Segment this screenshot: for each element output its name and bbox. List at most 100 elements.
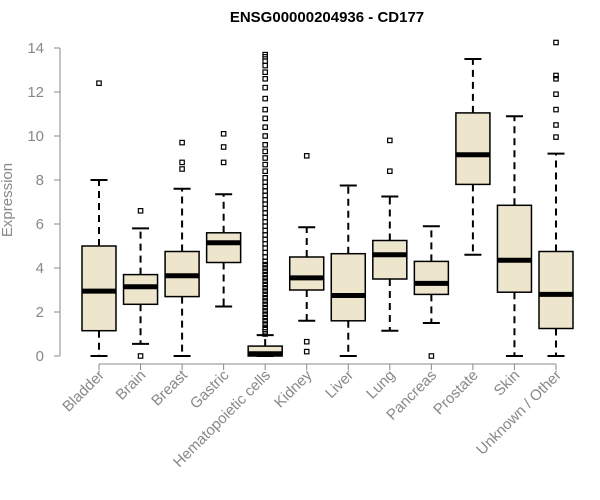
box-group [122,208,159,359]
y-tick-label: 0 [36,348,44,365]
box-iqr [330,252,367,322]
outlier-point [262,201,268,208]
outlier-point [262,223,268,230]
outlier-point [262,192,268,199]
y-tick-label: 8 [36,172,44,189]
outlier-point [303,338,310,345]
outlier-point [262,188,268,194]
outlier-point [262,261,268,268]
outlier-point [220,144,227,150]
box-group [496,115,533,357]
outlier-point [428,353,435,359]
box-group [205,131,242,308]
outlier-point [262,62,268,69]
x-tick-label: Prostate [430,367,482,419]
outlier-point [262,51,268,58]
outlier-point [262,106,268,113]
outlier-point [262,241,268,247]
outlier-point [303,153,310,159]
box-iqr [496,204,533,293]
outlier-point [262,304,268,311]
outlier-point [262,314,268,321]
outlier-point [262,291,268,298]
outlier-point [553,39,559,46]
outlier-point [262,210,268,216]
boxes-layer [81,39,574,359]
outlier-point [262,254,268,260]
x-tick-label: Brain [113,367,150,404]
outlier-point [220,131,227,137]
box-group [288,153,325,355]
outlier-point [553,72,559,79]
box-group [330,184,367,357]
x-tick-label: Lung [363,367,399,403]
y-tick-label: 12 [27,84,44,101]
outlier-point [262,298,268,304]
outlier-point [262,148,268,155]
outlier-point [262,236,268,243]
outlier-point [262,318,268,324]
outlier-point [262,227,268,234]
outlier-point [553,134,559,140]
outlier-point [262,155,268,161]
outlier-point [179,159,185,166]
box-iqr [538,250,574,330]
outlier-point [262,95,268,102]
outlier-point [262,324,268,331]
box-group [455,58,491,256]
outlier-point [137,353,144,359]
outlier-point [262,115,268,122]
y-axis: 0 2 4 6 8 10 12 14 [27,40,61,365]
outlier-point [262,245,268,252]
outlier-point [262,294,268,301]
box-group [413,225,450,359]
outlier-point [262,249,268,256]
x-tick-label: Liver [322,367,357,402]
outlier-point [262,232,268,238]
y-axis-label: Expression [0,163,16,237]
outlier-point [262,321,268,327]
outlier-point [262,268,268,275]
outlier-point [387,168,393,175]
outlier-point [262,285,268,291]
outlier-point [303,348,310,355]
outlier-point [262,168,268,175]
box-group [81,80,117,357]
box-group [164,139,200,357]
outlier-point [553,75,559,82]
x-tick-label: Breast [148,366,191,409]
outlier-point [262,142,268,148]
outlier-point [262,84,268,91]
outlier-point [262,311,268,318]
x-tick-label: Skin [491,367,524,400]
outlier-point [262,205,268,212]
outlier-point [262,133,268,139]
outlier-point [553,106,559,113]
outlier-point [220,159,227,166]
outlier-point [262,301,268,308]
x-tick-label: Kidney [271,366,316,411]
y-tick-label: 2 [36,304,44,321]
box-group [247,51,283,357]
outlier-point [262,124,268,131]
outlier-point [262,175,268,181]
outlier-point [262,161,268,168]
chart-title: ENSG00000204936 - CD177 [230,9,424,26]
outlier-point [137,208,144,214]
outlier-point [262,179,268,186]
outlier-point [262,281,268,288]
outlier-point [262,58,268,65]
outlier-point [262,278,268,285]
outlier-point [262,183,268,190]
box-iqr [122,273,159,306]
outlier-point [262,75,268,82]
box-iqr [205,232,242,264]
box-iqr [288,256,325,291]
outlier-point [262,197,268,203]
outlier-point [553,122,559,128]
outlier-point [262,265,268,271]
box-group [372,137,408,332]
box-iqr [413,260,450,296]
